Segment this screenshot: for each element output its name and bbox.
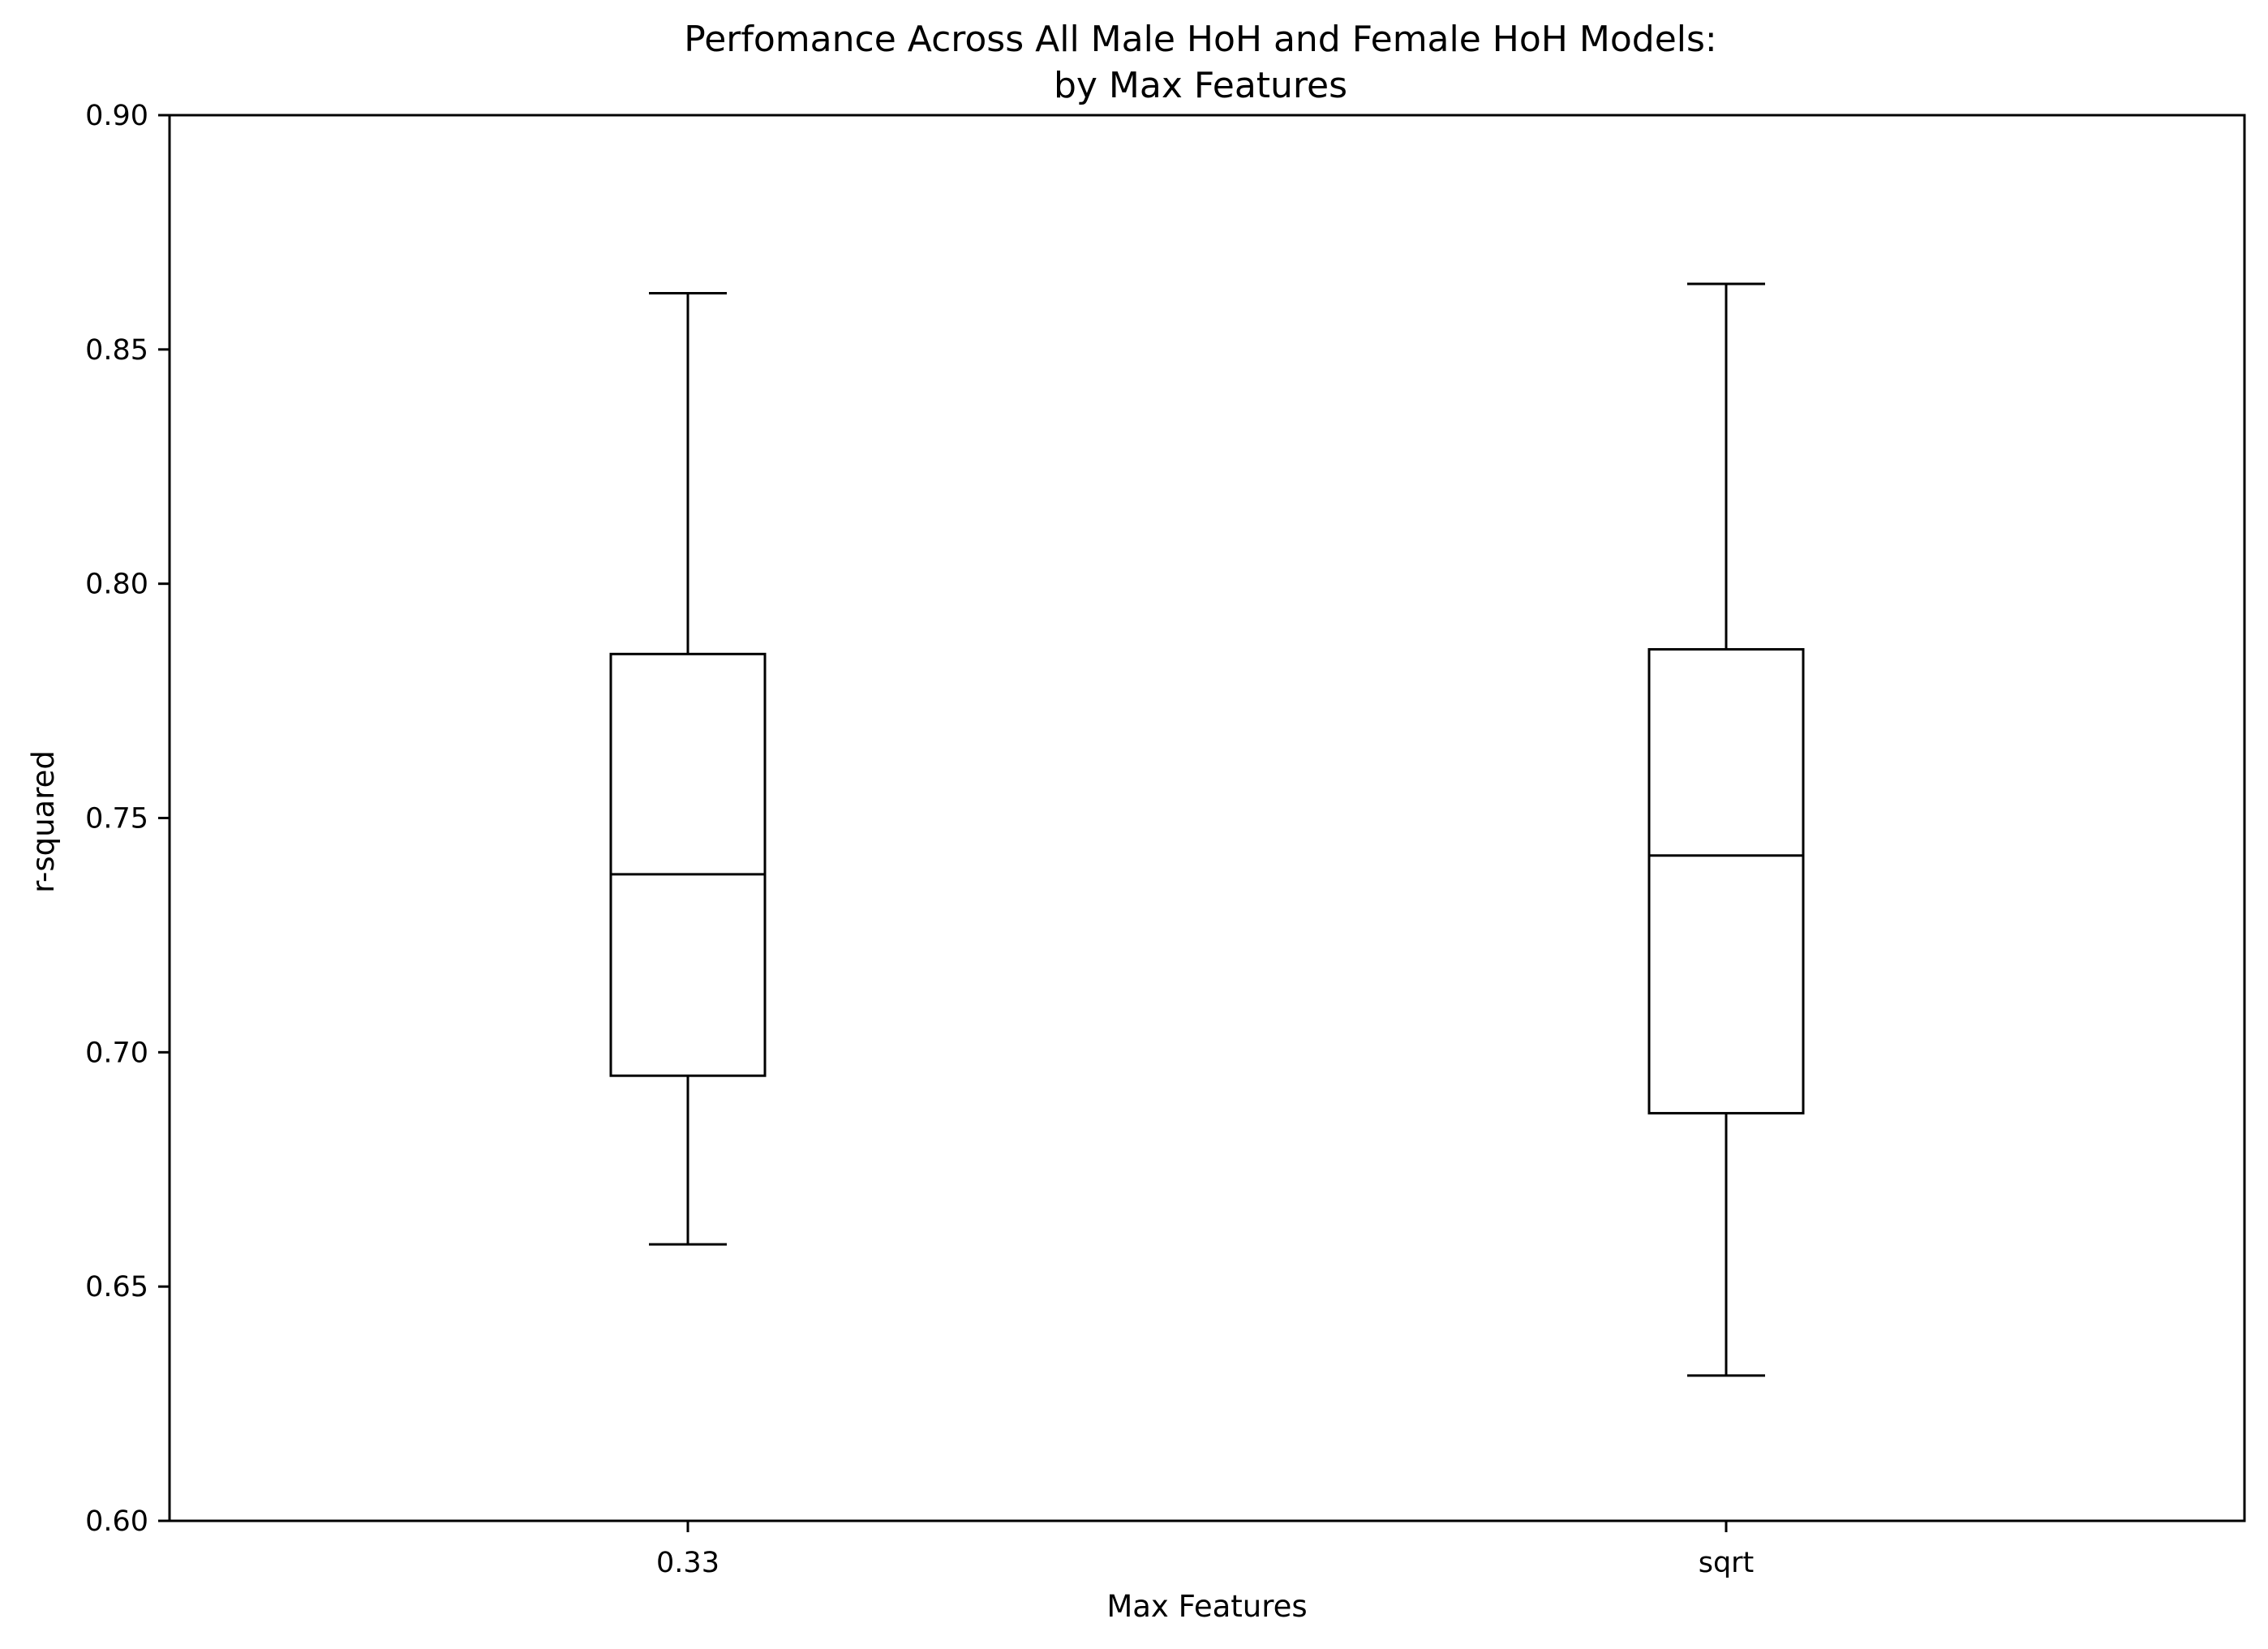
x-tick-label: 0.33 [656,1547,719,1579]
y-tick-label: 0.90 [85,100,148,132]
y-tick-label: 0.70 [85,1037,148,1069]
box-first [609,292,767,1246]
x-tick-label: sqrt [1699,1547,1755,1579]
box-second [1647,282,1805,1377]
y-axis-label: r-squared [26,750,61,893]
interquartile-box [1647,648,1805,1114]
box-series [609,282,1805,1377]
interquartile-box [609,652,767,1077]
chart-title: Perfomance Across All Male HoH and Femal… [684,19,1717,60]
chart-subtitle: by Max Features [1054,65,1347,106]
y-tick-label: 0.85 [85,334,148,367]
y-tick-label: 0.60 [85,1505,148,1538]
plot-area-frame [168,114,2246,1522]
y-tick-label: 0.80 [85,569,148,601]
y-axis: 0.60 0.65 0.70 0.75 0.80 0.85 0.90 [85,100,170,1538]
y-tick-label: 0.75 [85,803,148,835]
x-axis: 0.33 sqrt [656,1521,1754,1579]
x-axis-label: Max Features [1106,1589,1307,1624]
y-tick-label: 0.65 [85,1271,148,1303]
